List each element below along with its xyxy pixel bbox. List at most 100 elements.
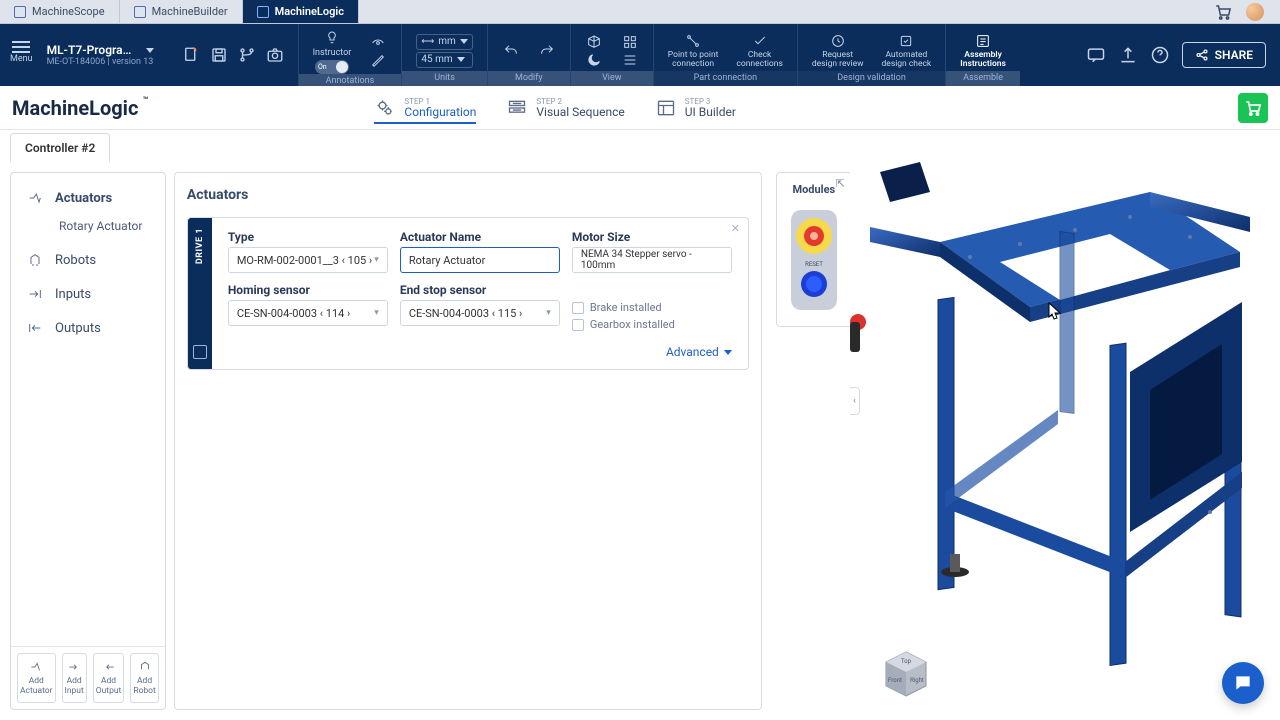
sidebar-add-buttons: Add Actuator Add Input Add Output Add Ro… xyxy=(11,646,165,709)
tab-label: MachineLogic xyxy=(275,5,344,18)
view-list-button[interactable] xyxy=(621,52,639,68)
toolbar-group-annotations: Instructor On Off Annotations xyxy=(298,24,402,86)
controller-tabs: Controller #2 xyxy=(0,130,1280,162)
endstop-select[interactable]: CE-SN-004-0003 ‹ 115 ›▾ xyxy=(400,300,560,326)
group-label: Part connection xyxy=(654,71,797,86)
tab-machinebuilder[interactable]: MachineBuilder xyxy=(120,0,243,23)
branch-icon[interactable] xyxy=(238,46,256,64)
save-doc-icon[interactable] xyxy=(210,46,228,64)
tab-label: MachineBuilder xyxy=(152,5,228,18)
view-grid-button[interactable] xyxy=(621,34,639,50)
upload-icon[interactable] xyxy=(1118,45,1138,65)
input-icon xyxy=(25,286,45,302)
field-motor: Motor Size NEMA 34 Stepper servo - 100mm xyxy=(572,230,732,273)
group-label: Design validation xyxy=(798,71,945,86)
toolbar-group-design-validation: Request design review Automated design c… xyxy=(797,24,945,86)
project-selector[interactable]: ML-T7-Program... ME-OT-184006 | version … xyxy=(43,24,168,86)
step-ui-builder[interactable]: STEP 3UI Builder xyxy=(655,98,736,118)
instructor-label: Instructor xyxy=(313,48,352,58)
handle-icon xyxy=(193,345,207,359)
actuator-name-input[interactable] xyxy=(400,247,560,273)
check-connections-button[interactable]: Check connections xyxy=(736,33,782,68)
estop-module[interactable]: RESET xyxy=(785,206,843,316)
menu-label: Menu xyxy=(10,54,33,64)
avatar[interactable] xyxy=(1246,3,1264,21)
undo-button[interactable] xyxy=(502,43,520,59)
motor-size-select[interactable]: NEMA 34 Stepper servo - 100mm xyxy=(572,247,732,273)
type-select[interactable]: MO-RM-002-0001__3 ‹ 105 ›▾ xyxy=(228,247,388,273)
tab-machinelogic[interactable]: MachineLogic xyxy=(243,0,359,23)
sidebar-item-outputs[interactable]: Outputs xyxy=(11,311,165,345)
group-label: Modify xyxy=(488,71,570,86)
annotation-tool-1[interactable] xyxy=(369,35,387,51)
chat-fab[interactable] xyxy=(1222,662,1264,704)
cart-button[interactable] xyxy=(1238,93,1268,123)
sequence-icon xyxy=(506,98,528,118)
redo-button[interactable] xyxy=(538,43,556,59)
sidebar-item-actuators[interactable]: Actuators xyxy=(11,181,165,215)
step-configuration[interactable]: STEP 1Configuration xyxy=(374,98,476,124)
toolbar-group-part-connection: Point to point connection Check connecti… xyxy=(653,24,797,86)
svg-text:Right: Right xyxy=(910,677,924,684)
controller-tab[interactable]: Controller #2 xyxy=(10,133,110,162)
share-label: SHARE xyxy=(1215,48,1253,62)
group-label: Units xyxy=(402,71,486,86)
svg-text:Front: Front xyxy=(888,677,902,684)
tab-machinescope[interactable]: MachineScope xyxy=(0,0,120,23)
menu-button[interactable]: Menu xyxy=(0,24,43,86)
units-mm-select[interactable]: ⟷mm xyxy=(416,34,472,50)
chevron-down-icon xyxy=(146,48,154,53)
toggle-pill[interactable]: On Off xyxy=(315,60,349,74)
help-icon[interactable] xyxy=(1150,45,1170,65)
units-value-select[interactable]: 45 mm xyxy=(416,52,472,68)
view-moon-button[interactable] xyxy=(585,52,603,68)
camera-icon[interactable] xyxy=(266,46,284,64)
popout-icon[interactable]: ⇱ xyxy=(836,177,845,190)
brake-checkbox[interactable]: Brake installed xyxy=(572,301,732,314)
sidebar-item-inputs[interactable]: Inputs xyxy=(11,277,165,311)
view-cube-button[interactable] xyxy=(585,34,603,50)
add-output-button[interactable]: Add Output xyxy=(93,653,125,703)
annotation-tool-2[interactable] xyxy=(369,53,387,69)
p2p-button[interactable]: Point to point connection xyxy=(668,33,719,68)
step-tabs: STEP 1Configuration STEP 2Visual Sequenc… xyxy=(374,98,765,118)
auto-check-button[interactable]: Automated design check xyxy=(882,33,932,68)
robot-icon xyxy=(25,252,45,268)
machine-model xyxy=(850,162,1280,720)
modules-panel: ⇱ Modules RESET xyxy=(776,172,852,327)
hamburger-icon xyxy=(12,46,30,48)
close-icon[interactable]: ✕ xyxy=(731,222,740,235)
app-tab-strip: MachineScope MachineBuilder MachineLogic xyxy=(0,0,1280,24)
instructor-toggle[interactable]: Instructor On Off xyxy=(313,30,352,74)
actuators-panel: Actuators DRIVE 1 ✕ Type MO-RM-002-0001_… xyxy=(174,172,762,710)
chat-icon[interactable] xyxy=(1086,45,1106,65)
assembly-instructions-button[interactable]: Assembly Instructions xyxy=(960,33,1006,68)
drive-handle[interactable]: DRIVE 1 xyxy=(188,218,212,369)
toolbar-right-actions: SHARE xyxy=(1072,24,1280,86)
nav-cube[interactable]: Top Front Right xyxy=(880,648,932,700)
sidebar-sub-rotary[interactable]: Rotary Actuator xyxy=(11,215,165,243)
request-review-button[interactable]: Request design review xyxy=(812,33,864,68)
homing-select[interactable]: CE-SN-004-0003 ‹ 114 ›▾ xyxy=(228,300,388,326)
app-icon xyxy=(14,6,26,18)
add-actuator-button[interactable]: Add Actuator xyxy=(17,653,56,703)
cart-icon[interactable] xyxy=(1214,3,1232,21)
3d-viewport[interactable]: ‹ xyxy=(850,162,1280,720)
toolbar-group-view: View xyxy=(570,24,653,86)
gearbox-checkbox[interactable]: Gearbox installed xyxy=(572,318,732,331)
add-input-button[interactable]: Add Input xyxy=(62,653,87,703)
add-robot-button[interactable]: Add Robot xyxy=(130,653,159,703)
share-button[interactable]: SHARE xyxy=(1182,42,1266,68)
tab-label: MachineScope xyxy=(32,5,105,18)
drive-card: DRIVE 1 ✕ Type MO-RM-002-0001__3 ‹ 105 ›… xyxy=(187,217,749,370)
output-icon xyxy=(25,320,45,336)
advanced-toggle[interactable]: Advanced xyxy=(228,345,732,359)
field-endstop: End stop sensor CE-SN-004-0003 ‹ 115 ›▾ xyxy=(400,283,560,331)
actuator-icon xyxy=(25,190,45,206)
gear-icon xyxy=(374,98,396,118)
app-title: MachineLogic™ xyxy=(12,96,138,120)
group-label: Assemble xyxy=(946,71,1020,86)
step-visual-sequence[interactable]: STEP 2Visual Sequence xyxy=(506,98,624,118)
new-doc-icon[interactable] xyxy=(182,46,200,64)
sidebar-item-robots[interactable]: Robots xyxy=(11,243,165,277)
